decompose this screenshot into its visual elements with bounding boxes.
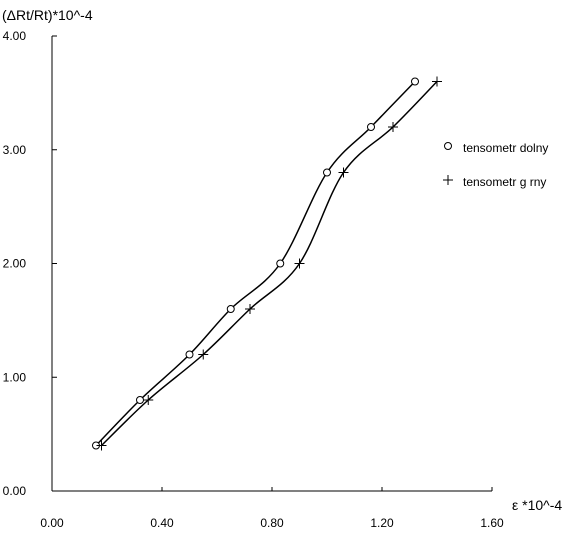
x-tick-label: 0.80: [260, 516, 284, 530]
plus-point: [198, 349, 209, 360]
y-tick-label: 1.00: [3, 370, 27, 384]
x-tick-label: 0.00: [40, 516, 64, 530]
y-tick-label: 2.00: [3, 257, 27, 271]
legend-marker-1: [444, 142, 452, 150]
plus-point: [96, 440, 107, 451]
x-ticks: 0.00 0.40 0.80 1.20 1.60: [40, 487, 504, 530]
x-axis-title: ε *10^-4: [512, 497, 562, 513]
circle-point: [226, 305, 235, 313]
legend-label: tensometr dolny: [463, 141, 548, 155]
legend-marker-2: [443, 175, 453, 185]
plus-point: [143, 395, 154, 405]
series-line: [100, 80, 438, 447]
y-tick-label: 3.00: [3, 143, 27, 157]
legend: tensometr dolny tensometr g rny: [443, 141, 548, 189]
x-tick-label: 0.40: [150, 516, 174, 530]
plus-point: [388, 122, 398, 132]
series-line: [95, 80, 416, 447]
plus-point: [294, 258, 305, 269]
legend-label: tensometr g rny: [463, 175, 546, 189]
series-layer: [92, 76, 442, 451]
circle-point: [276, 259, 285, 268]
y-axis-title: (ΔRt/Rt)*10^-4: [2, 7, 93, 23]
series-1: [92, 77, 419, 450]
circle-point: [367, 123, 375, 131]
plus-point: [338, 167, 349, 178]
circle-point: [136, 396, 144, 404]
x-tick-label: 1.20: [370, 516, 394, 530]
circle-point: [411, 77, 419, 86]
x-tick-label: 1.60: [480, 516, 504, 530]
plus-point: [245, 304, 255, 314]
y-tick-label: 0.00: [3, 484, 27, 498]
series-2: [96, 76, 442, 451]
circle-point: [185, 350, 194, 359]
y-tick-label: 4.00: [3, 29, 27, 43]
y-ticks: 0.00 1.00 2.00 3.00 4.00: [3, 29, 57, 498]
circle-point: [323, 168, 331, 177]
plus-point: [432, 76, 442, 87]
